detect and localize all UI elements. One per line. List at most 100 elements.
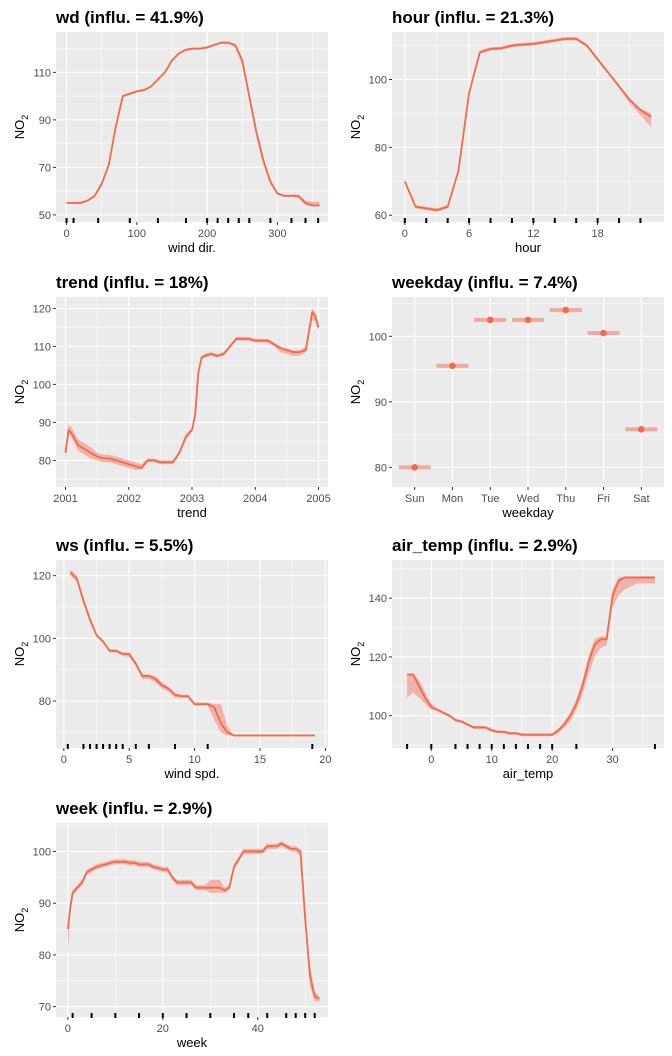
x-axis-label: wind spd. (164, 766, 220, 781)
x-tick-label: 10 (486, 754, 498, 766)
y-tick-label: 90 (375, 397, 387, 409)
y-tick-label: 90 (39, 898, 51, 910)
y-tick-label: 80 (375, 462, 387, 474)
x-tick-label: 0 (65, 1023, 71, 1035)
y-tick-label: 80 (39, 455, 51, 467)
x-tick-label: Sat (633, 493, 650, 505)
x-axis-label: trend (177, 505, 207, 520)
panel-trend: trend (influ. = 18%) 2001 2002 2003 2004 2005… (12, 273, 331, 520)
y-tick-label: 120 (33, 571, 51, 583)
x-axis-label: hour (515, 240, 542, 255)
y-tick-label: 100 (369, 331, 387, 343)
x-axis-label: week (176, 1035, 208, 1050)
y-tick-label: 100 (33, 379, 51, 391)
x-tick-label: 12 (527, 228, 539, 240)
x-tick-label: 300 (268, 228, 286, 240)
panel-background (56, 823, 328, 1017)
x-tick-label: Tue (481, 493, 500, 505)
y-tick-label: 100 (33, 846, 51, 858)
y-tick-label: 90 (39, 115, 51, 127)
data-point (411, 464, 418, 471)
y-tick-label: 60 (375, 210, 387, 222)
y-tick-label: 110 (33, 341, 51, 353)
x-tick-label: 20 (157, 1023, 169, 1035)
series-line (64, 311, 320, 469)
y-tick-label: 120 (33, 303, 51, 315)
panel-week: week (influ. = 2.9%) 0 20 40 70 80 90 100 week NO… (12, 799, 328, 1050)
x-tick-label: 2004 (243, 493, 267, 505)
y-tick-label: 70 (39, 1002, 51, 1014)
x-axis-label: weekday (501, 505, 554, 520)
chart-title: air_temp (influ. = 2.9%) (392, 536, 578, 555)
x-tick-label: Thu (556, 493, 575, 505)
series-line (404, 37, 652, 212)
x-tick-label: 0 (61, 754, 67, 766)
y-tick-label: 80 (39, 950, 51, 962)
x-axis-label: wind dir. (167, 240, 216, 255)
y-axis-label: NO2 (12, 908, 30, 933)
x-tick-label: 20 (546, 754, 558, 766)
y-tick-label: 100 (369, 75, 387, 87)
data-point (562, 306, 570, 314)
chart-title: trend (influ. = 18%) (56, 273, 209, 292)
x-tick-label: 200 (198, 228, 216, 240)
x-tick-label: 2002 (117, 493, 141, 505)
y-tick-label: 140 (369, 593, 387, 605)
x-tick-label: 18 (591, 228, 603, 240)
x-tick-label: Sun (405, 493, 425, 505)
data-point (638, 426, 645, 433)
y-tick-label: 110 (33, 67, 51, 79)
series-line (69, 571, 315, 737)
y-axis-label: NO2 (348, 642, 366, 667)
x-axis-label: air_temp (503, 766, 554, 781)
y-tick-label: 80 (39, 696, 51, 708)
x-tick-label: Wed (517, 493, 539, 505)
chart-title: wd (influ. = 41.9%) (55, 8, 204, 27)
panel-background (392, 32, 664, 222)
chart-title: weekday (influ. = 7.4%) (391, 273, 578, 292)
series-line (66, 41, 320, 207)
y-axis-label: NO2 (12, 115, 30, 140)
chart-title: ws (influ. = 5.5%) (55, 536, 193, 555)
panel-weekday: weekday (influ. = 7.4%) Sun Mon Tue Wed Thu Fr… (348, 273, 664, 520)
x-tick-label: 20 (319, 754, 331, 766)
x-tick-label: 15 (254, 754, 266, 766)
data-point (600, 329, 607, 337)
y-tick-label: 50 (39, 210, 51, 222)
x-tick-label: 100 (128, 228, 146, 240)
chart-title: week (influ. = 2.9%) (55, 799, 212, 818)
x-tick-label: Mon (442, 493, 463, 505)
y-tick-label: 70 (39, 162, 51, 174)
x-tick-label: 2001 (53, 493, 77, 505)
data-point (524, 316, 532, 324)
x-tick-label: 2003 (180, 493, 204, 505)
x-tick-label: 2005 (306, 493, 330, 505)
data-point (449, 362, 456, 370)
x-tick-label: 0 (63, 228, 69, 240)
panel-ws: ws (influ. = 5.5%) 0 5 10 15 20 80 100 120 wind s… (12, 536, 332, 781)
panel-background (56, 32, 328, 222)
panel-background (56, 560, 328, 748)
x-tick-label: 6 (466, 228, 472, 240)
y-axis-label: NO2 (12, 380, 30, 405)
y-tick-label: 80 (375, 142, 387, 154)
panel-wd: wd (influ. = 41.9%) 0 100 200 300 50 70 90 110 wi… (12, 8, 328, 255)
y-tick-label: 100 (33, 633, 51, 645)
y-axis-label: NO2 (12, 642, 30, 667)
y-axis-label: NO2 (348, 380, 366, 405)
y-axis-label: NO2 (348, 115, 366, 140)
x-tick-label: Fri (597, 493, 610, 505)
x-tick-label: 0 (428, 754, 434, 766)
x-tick-label: 10 (188, 754, 200, 766)
panel-air-temp: air_temp (influ. = 2.9%) 0 10 20 30 100 120 140… (348, 536, 664, 781)
series-line (66, 842, 320, 1000)
x-tick-label: 40 (252, 1023, 264, 1035)
y-tick-label: 100 (369, 711, 387, 723)
panel-hour: hour (influ. = 21.3%) 0 6 12 18 60 80 100 hour NO… (348, 8, 664, 255)
chart-title: hour (influ. = 21.3%) (392, 8, 554, 27)
x-tick-label: 0 (402, 228, 408, 240)
series-line (407, 576, 655, 736)
x-tick-label: 30 (606, 754, 618, 766)
x-tick-label: 5 (126, 754, 132, 766)
